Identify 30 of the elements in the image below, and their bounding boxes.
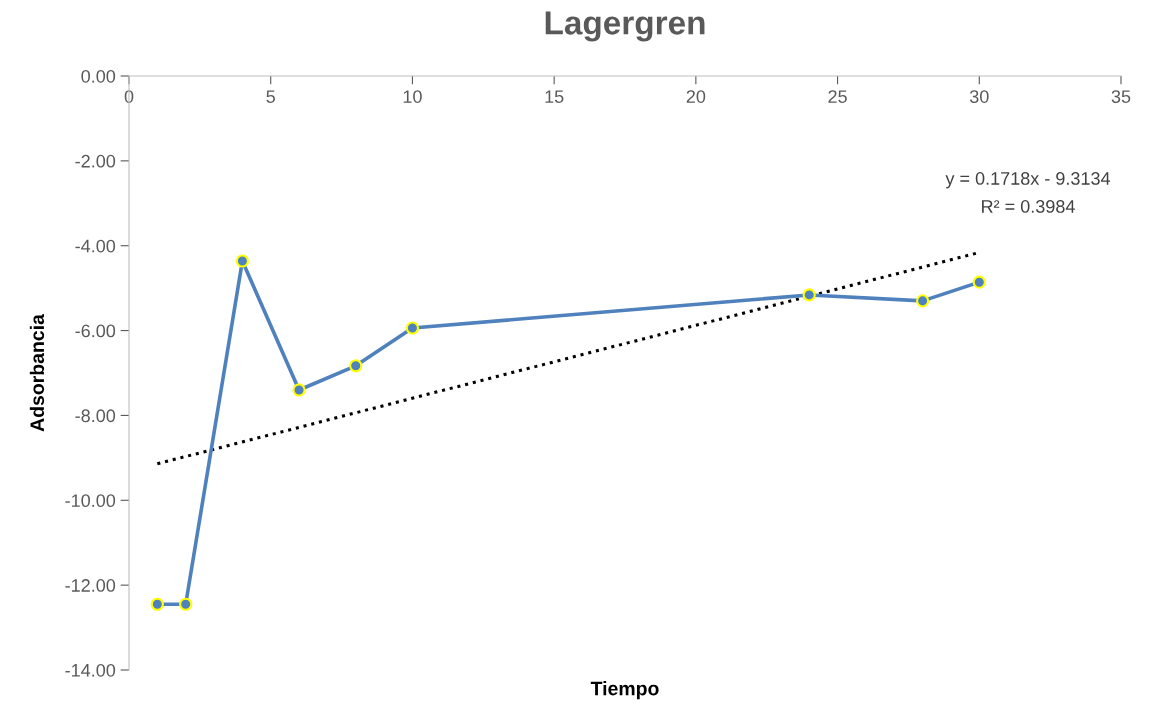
point <box>916 294 930 308</box>
x-tick-label: 0 <box>124 90 134 103</box>
y-tick-label: -6.00 <box>75 324 116 338</box>
x-tick-label: 35 <box>1111 90 1131 103</box>
x-tick-label: 15 <box>545 90 564 103</box>
x-tick-label: 20 <box>686 90 706 103</box>
point <box>179 597 193 611</box>
annotation: R² = 0.3984 <box>982 200 1075 213</box>
point <box>235 254 249 268</box>
y-tick-label: -14.00 <box>65 663 116 677</box>
point <box>405 321 420 335</box>
point <box>802 288 816 302</box>
x-axis-title: Tiempo <box>590 681 659 700</box>
y-axis-title: Adsorbancia <box>29 313 45 432</box>
x-tick-label: 10 <box>403 90 422 103</box>
y-tick-label: -4.00 <box>75 239 116 253</box>
x-tick-label: 30 <box>969 90 989 103</box>
point <box>349 359 363 373</box>
y-tick-label: -12.00 <box>65 579 116 592</box>
point <box>150 597 164 611</box>
point <box>972 275 986 289</box>
point <box>292 383 306 397</box>
y-tick-label: 0.00 <box>81 69 116 83</box>
annotation: y = 0.1718x - 9.3134 <box>945 172 1111 189</box>
y-tick-label: -8.00 <box>75 409 116 423</box>
x-tick-label: 5 <box>266 90 275 103</box>
chart-title: Lagergren <box>545 11 705 42</box>
y-tick-label: -2.00 <box>75 154 116 168</box>
x-tick-label: 25 <box>828 90 847 103</box>
y-tick-label: -10.00 <box>65 494 116 508</box>
